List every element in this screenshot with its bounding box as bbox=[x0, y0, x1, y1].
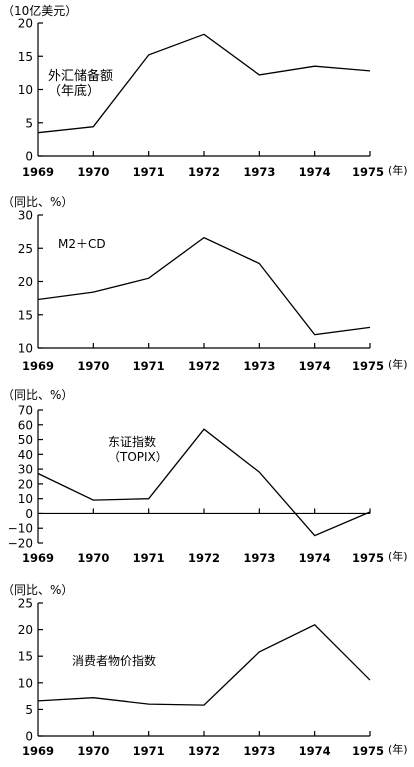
y-tick-label: 25 bbox=[18, 597, 33, 611]
x-tick-label: 1974 bbox=[299, 359, 331, 373]
y-tick-label: 10 bbox=[18, 492, 33, 506]
x-tick-label: 1975 bbox=[352, 744, 384, 758]
x-unit-label: (年) bbox=[388, 549, 408, 563]
y-tick-label: 70 bbox=[18, 404, 33, 418]
x-unit-label: (年) bbox=[388, 742, 408, 756]
x-tick-label: 1969 bbox=[22, 359, 54, 373]
y-tick-label: 10 bbox=[18, 342, 33, 356]
x-tick-label: 1969 bbox=[22, 551, 54, 565]
y-tick-label: 15 bbox=[18, 650, 33, 664]
y-tick-label: 5 bbox=[25, 116, 33, 130]
x-tick-label: 1973 bbox=[243, 165, 275, 179]
x-tick-label: 1975 bbox=[352, 359, 384, 373]
series-line bbox=[37, 236, 371, 336]
y-tick-label: 25 bbox=[18, 242, 33, 256]
x-tick-label: 1970 bbox=[77, 165, 109, 179]
x-tick-label: 1972 bbox=[188, 359, 220, 373]
x-tick-label: 1972 bbox=[188, 551, 220, 565]
x-tick-label: 1969 bbox=[22, 744, 54, 758]
y-tick-label: 10 bbox=[18, 83, 33, 97]
x-tick-label: 1974 bbox=[299, 744, 331, 758]
x-tick-label: 1971 bbox=[133, 359, 165, 373]
x-tick-label: 1969 bbox=[22, 165, 54, 179]
y-tick-label: −20 bbox=[8, 537, 33, 551]
x-tick-label: 1971 bbox=[133, 165, 165, 179]
y-tick-label: 0 bbox=[25, 507, 33, 521]
y-tick-label: 15 bbox=[18, 50, 33, 64]
y-tick-label: 20 bbox=[18, 17, 33, 31]
x-tick-label: 1972 bbox=[188, 165, 220, 179]
chart-panel-1: （10亿美元） 0 5 10 15 20 1969 1970 1971 1972 1973 1974 1… bbox=[2, 3, 408, 179]
y-tick-label: 5 bbox=[25, 703, 33, 717]
x-tick-label: 1973 bbox=[243, 359, 275, 373]
chart-panel-2: （同比、%） 10 15 20 25 30 1969 1970 1971 1972 1973 1974… bbox=[2, 195, 408, 373]
x-tick-label: 1973 bbox=[243, 551, 275, 565]
y-tick-label: 10 bbox=[18, 676, 33, 690]
x-unit-label: (年) bbox=[388, 163, 408, 177]
x-tick-label: 1970 bbox=[77, 744, 109, 758]
y-axis-label: （10亿美元） bbox=[2, 3, 77, 18]
y-axis-label: （同比、%） bbox=[2, 195, 73, 209]
y-tick-label: 40 bbox=[18, 448, 33, 462]
series-annotation: M2＋CD bbox=[58, 237, 106, 251]
series-annotation: 外汇储备额 bbox=[48, 68, 113, 84]
y-tick-label: 50 bbox=[18, 433, 33, 447]
series-annotation: （年底） bbox=[48, 83, 100, 99]
chart-panel-4: （同比、%） 0 5 10 15 20 25 1969 1970 1971 1972 1973 1974… bbox=[2, 583, 408, 758]
x-tick-label: 1970 bbox=[77, 551, 109, 565]
series-line bbox=[37, 428, 371, 537]
y-tick-label: 20 bbox=[18, 623, 33, 637]
x-tick-label: 1975 bbox=[352, 165, 384, 179]
y-tick-label: 0 bbox=[25, 150, 33, 164]
x-tick-label: 1974 bbox=[299, 551, 331, 565]
x-tick-label: 1974 bbox=[299, 165, 331, 179]
x-tick-label: 1973 bbox=[243, 744, 275, 758]
x-tick-label: 1971 bbox=[133, 551, 165, 565]
y-tick-label: 15 bbox=[18, 308, 33, 322]
x-tick-label: 1972 bbox=[188, 744, 220, 758]
y-tick-label: 0 bbox=[25, 730, 33, 744]
y-tick-label: 20 bbox=[18, 477, 33, 491]
series-annotation: （TOPIX） bbox=[108, 450, 168, 464]
y-tick-label: 20 bbox=[18, 275, 33, 289]
series-annotation: 消费者物价指数 bbox=[72, 653, 156, 668]
x-tick-label: 1970 bbox=[77, 359, 109, 373]
y-tick-label: −10 bbox=[8, 522, 33, 536]
x-tick-label: 1975 bbox=[352, 551, 384, 565]
y-axis-label: （同比、%） bbox=[2, 388, 73, 402]
y-tick-label: 60 bbox=[18, 418, 33, 432]
series-annotation: 东证指数 bbox=[108, 434, 156, 449]
y-tick-label: 30 bbox=[18, 209, 33, 223]
y-tick-label: 30 bbox=[18, 463, 33, 477]
x-tick-label: 1971 bbox=[133, 744, 165, 758]
y-axis-label: （同比、%） bbox=[2, 583, 73, 597]
x-unit-label: (年) bbox=[388, 357, 408, 371]
